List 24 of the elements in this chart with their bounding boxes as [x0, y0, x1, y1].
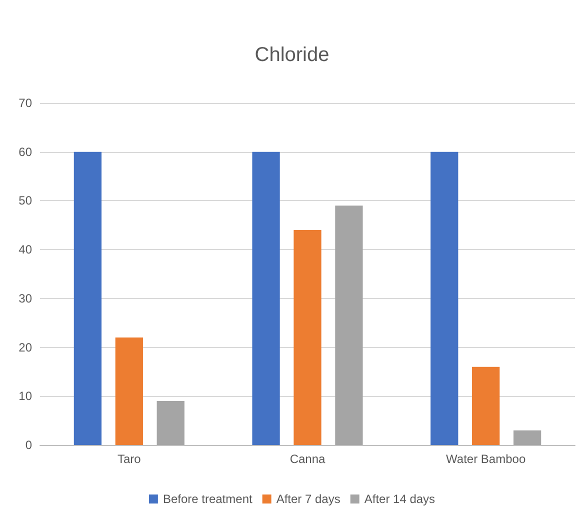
bar — [156, 401, 184, 445]
y-tick-label: 30 — [18, 291, 32, 306]
bar — [252, 152, 280, 445]
y-tick-label: 60 — [18, 144, 32, 159]
bar — [294, 230, 322, 445]
legend-label: Before treatment — [162, 492, 253, 506]
x-tick-label: Water Bamboo — [446, 452, 526, 466]
y-tick-label: 70 — [18, 96, 32, 110]
y-tick-label: 20 — [18, 340, 32, 354]
legend-label: After 14 days — [364, 492, 436, 506]
y-tick-label: 40 — [18, 242, 32, 257]
bar — [513, 430, 542, 445]
y-tick-label: 0 — [25, 438, 32, 452]
x-tick-label: Canna — [290, 452, 326, 466]
bar — [115, 338, 143, 445]
bar — [472, 366, 500, 445]
y-tick-label: 50 — [18, 194, 32, 208]
chart-title: Chloride — [254, 44, 330, 66]
bar — [430, 152, 458, 445]
bar — [335, 206, 363, 445]
legend-label: After 7 days — [276, 492, 340, 506]
bar — [74, 152, 102, 445]
y-tick-label: 10 — [18, 389, 32, 404]
x-tick-label: Taro — [117, 452, 142, 466]
